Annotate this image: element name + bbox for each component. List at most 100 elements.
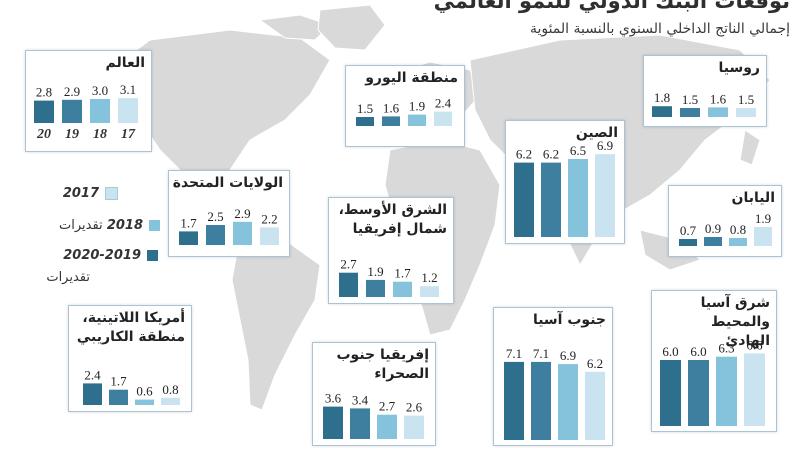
bar-ssa-2 — [377, 414, 397, 439]
bar-east_asia-2 — [716, 356, 737, 426]
panel-title-mena: الشرق الأوسط، شمال إفريقيا — [338, 202, 447, 237]
panel-ssa: إفريقيا جنوب الصحراء 3.6 3.4 2.7 2.6 — [312, 342, 436, 446]
panel-latam: أمريكا اللاتينية، منطقة الكاريبي 2.4 1.7 0… — [68, 305, 192, 412]
panel-title-usa: الولايات المتحدة — [172, 175, 283, 191]
panel-russia: روسيا 1.8 1.5 1.6 1.5 — [643, 55, 767, 127]
bar-latam-3 — [161, 397, 180, 405]
panel-title-eurozone: منطقة اليورو — [365, 70, 458, 86]
bar-mena-0 — [339, 272, 358, 297]
data-label-latam-1: 1.7 — [110, 374, 127, 389]
panel-title-latam: أمريكا اللاتينية، منطقة الكاريبي — [76, 310, 185, 345]
bars-east-asia: 6.0 6.0 6.3 6.6 — [660, 337, 765, 426]
data-label-usa-0: 1.7 — [180, 215, 197, 230]
bars-south-asia: 7.1 7.1 6.9 6.2 — [504, 346, 605, 440]
bar-ssa-3 — [404, 415, 424, 439]
bar-mena-2 — [393, 281, 412, 297]
data-label-eurozone-2: 1.9 — [409, 99, 425, 114]
panel-world: العالم 2.8 20 2.9 19 3.0 18 3.1 17 — [25, 50, 152, 152]
bar-eurozone-0 — [356, 117, 374, 126]
bar-eurozone-3 — [434, 111, 452, 126]
bar-latam-2 — [135, 399, 154, 405]
data-label-mena-0: 2.7 — [340, 257, 357, 272]
data-label-china-3: 6.9 — [597, 138, 613, 153]
data-label-ssa-0: 3.6 — [325, 391, 342, 406]
panel-title-world: العالم — [105, 55, 145, 71]
bar-mena-1 — [366, 279, 385, 297]
panel-china: الصين 6.2 6.2 6.5 6.9 — [505, 120, 625, 244]
bar-usa-1 — [206, 225, 225, 245]
panel-usa: الولايات المتحدة 1.7 2.5 2.9 2.2 — [168, 170, 290, 257]
data-label-eurozone-1: 1.6 — [383, 100, 400, 115]
panel-south-asia: جنوب آسيا 7.1 7.1 6.9 6.2 — [493, 307, 613, 446]
data-label-mena-2: 1.7 — [394, 266, 411, 281]
bar-china-1 — [541, 162, 561, 237]
bar-world-2 — [90, 99, 110, 123]
bars-latam: 2.4 1.7 0.6 0.8 — [83, 367, 180, 405]
chart-title: توقعات البنك الدولي للنمو العالمي — [433, 0, 790, 13]
bar-east_asia-3 — [744, 353, 765, 426]
data-label-east_asia-1: 6.0 — [690, 344, 706, 359]
data-label-south_asia-3: 6.2 — [587, 356, 603, 371]
data-label-latam-0: 2.4 — [84, 367, 101, 382]
bar-russia-3 — [736, 108, 756, 117]
bars-eurozone: 1.5 1.6 1.9 2.4 — [356, 96, 452, 126]
data-label-japan-2: 0.8 — [730, 222, 746, 237]
data-label-china-0: 6.2 — [516, 147, 532, 162]
bars-mena: 2.7 1.9 1.7 1.2 — [339, 257, 439, 297]
legend-item-2019-2020: 2020-2019 — [63, 248, 158, 263]
bars-ssa: 3.6 3.4 2.7 2.6 — [323, 391, 424, 439]
data-label-usa-1: 2.5 — [207, 209, 223, 224]
bar-latam-0 — [83, 383, 102, 405]
legend: 2017 2018 تقديرات 2020-2019 تقديرات — [8, 186, 160, 286]
bar-usa-2 — [233, 221, 252, 245]
bar-south_asia-0 — [504, 361, 524, 440]
data-label-russia-3: 1.5 — [738, 92, 754, 107]
legend-swatch-2018 — [149, 220, 160, 231]
panel-eurozone: منطقة اليورو 1.5 1.6 1.9 2.4 — [345, 65, 465, 147]
bar-ssa-1 — [350, 408, 370, 439]
panel-title-ssa: إفريقيا جنوب الصحراء — [336, 347, 429, 382]
bar-east_asia-0 — [660, 360, 681, 426]
data-label-japan-0: 0.7 — [680, 223, 697, 238]
legend-item-2018: 2018 تقديرات — [59, 218, 160, 233]
data-label-russia-2: 1.6 — [710, 91, 727, 106]
bar-japan-3 — [754, 227, 772, 246]
bar-south_asia-3 — [585, 371, 605, 440]
legend-swatch-2019-2020 — [147, 250, 158, 261]
panel-east-asia: شرق آسيا والمحيط الهادئ 6.0 6.0 6.3 6.6 — [651, 290, 777, 432]
year-label-world-2: 18 — [93, 127, 107, 142]
panel-mena: الشرق الأوسط، شمال إفريقيا 2.7 1.9 1.7 1.2 — [328, 197, 454, 304]
data-label-mena-1: 1.9 — [367, 264, 383, 279]
data-label-eurozone-0: 1.5 — [357, 101, 373, 116]
bars-russia: 1.8 1.5 1.6 1.5 — [652, 90, 756, 117]
year-label-world-0: 20 — [36, 127, 51, 142]
bar-russia-0 — [652, 106, 672, 117]
bars-japan: 0.7 0.9 0.8 1.9 — [679, 211, 772, 246]
data-label-russia-0: 1.8 — [654, 90, 670, 105]
bar-japan-2 — [729, 238, 747, 246]
bar-eurozone-1 — [382, 116, 400, 126]
data-label-south_asia-1: 7.1 — [533, 346, 549, 361]
bar-usa-3 — [260, 227, 279, 245]
data-label-japan-1: 0.9 — [705, 221, 721, 236]
data-label-ssa-1: 3.4 — [352, 392, 369, 407]
bars-usa: 1.7 2.5 2.9 2.2 — [179, 206, 279, 245]
bars-world: 2.8 20 2.9 19 3.0 18 3.1 17 — [34, 82, 138, 142]
legend-label-2017: 2017 — [62, 186, 99, 201]
bar-japan-1 — [704, 237, 722, 246]
data-label-usa-2: 2.9 — [234, 206, 250, 221]
chart-subtitle: إجمالي الناتج الداخلي السنوي بالنسبة الم… — [529, 21, 790, 37]
data-label-ssa-3: 2.6 — [406, 400, 423, 415]
bar-ssa-0 — [323, 406, 343, 439]
legend-label-2019-2020-suffix: تقديرات — [46, 270, 90, 285]
year-label-world-3: 17 — [121, 127, 136, 142]
panel-title-east-asia: شرق آسيا والمحيط الهادئ — [700, 295, 770, 349]
bar-usa-0 — [179, 231, 198, 245]
bar-world-0 — [34, 100, 54, 123]
data-label-usa-3: 2.2 — [261, 211, 277, 226]
data-label-eurozone-3: 2.4 — [435, 96, 452, 111]
panel-title-south-asia: جنوب آسيا — [532, 312, 606, 328]
panel-title-russia: روسيا — [718, 60, 760, 76]
legend-item-2017: 2017 — [63, 186, 118, 201]
panel-title-china: الصين — [575, 125, 618, 141]
